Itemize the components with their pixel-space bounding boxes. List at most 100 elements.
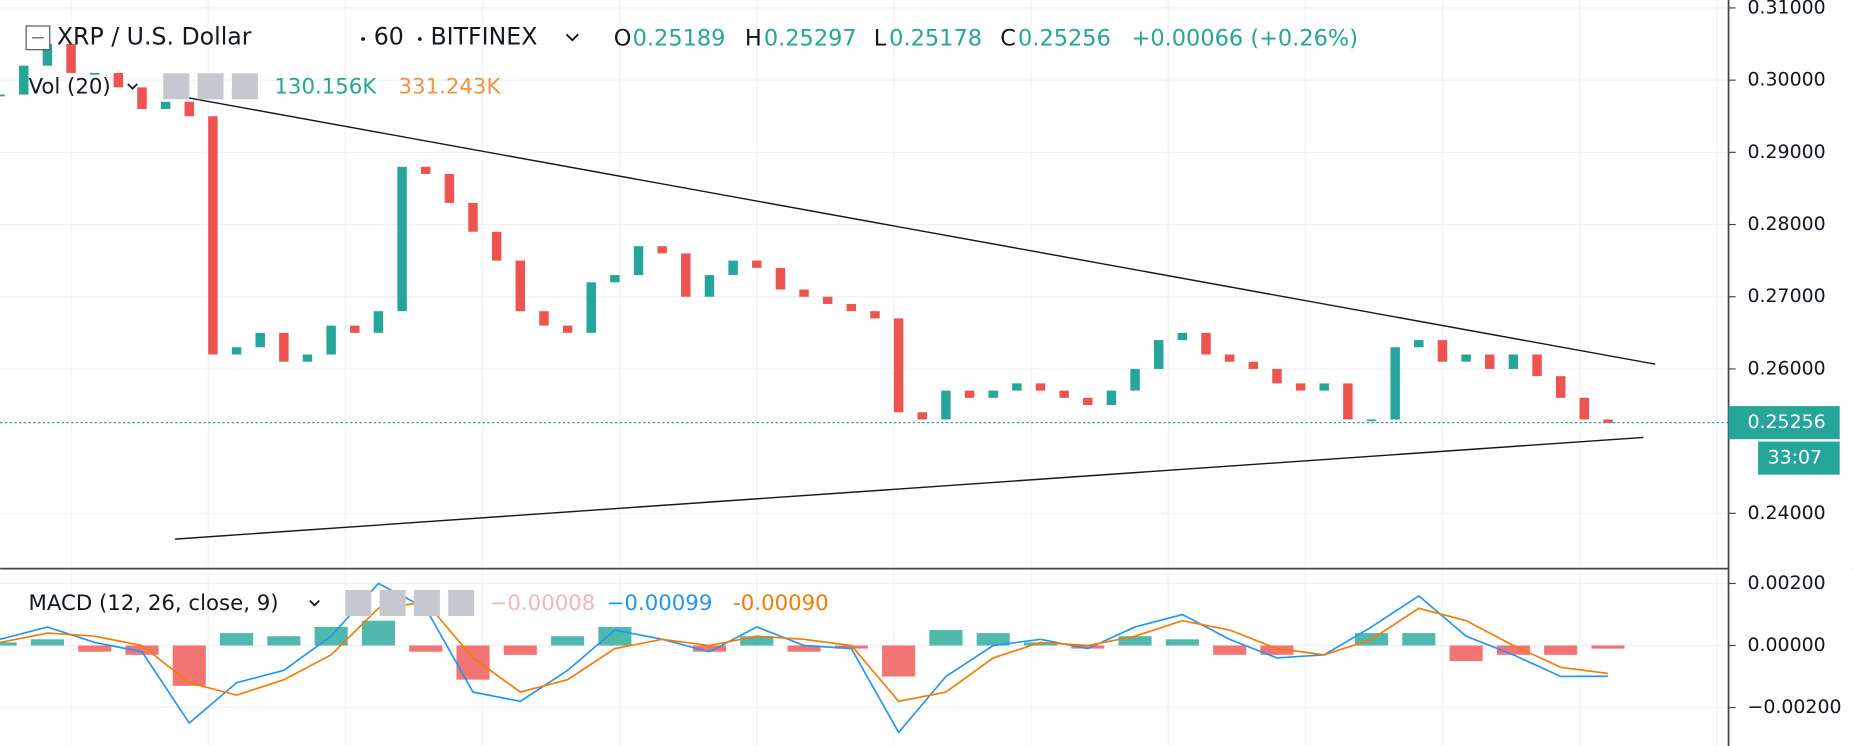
y-tick-label: −0.00200 <box>1747 696 1841 718</box>
macd-histogram-bar <box>692 645 727 652</box>
candle <box>19 65 29 95</box>
visibility-button[interactable] <box>163 73 190 100</box>
interval: 60 <box>374 22 404 50</box>
source-button[interactable] <box>413 589 440 616</box>
volume-ma-value: 331.243K <box>399 74 502 99</box>
remove-button[interactable] <box>448 589 475 616</box>
dropdown-icon[interactable] <box>565 33 579 42</box>
candle <box>1059 390 1069 398</box>
settings-button[interactable] <box>379 589 406 616</box>
signal-line <box>0 601 1609 703</box>
candle <box>397 166 407 312</box>
exchange[interactable]: BITFINEX <box>430 22 537 50</box>
last-price-tag <box>1728 406 1840 440</box>
candle <box>941 390 951 420</box>
candle <box>1343 383 1353 420</box>
candle <box>539 311 549 326</box>
candle <box>444 173 455 203</box>
candle <box>1295 383 1306 391</box>
macd-line <box>0 582 1608 734</box>
candle <box>326 325 336 355</box>
macd-histogram-bar <box>1118 636 1152 646</box>
candle <box>113 72 124 88</box>
candle <box>799 289 809 297</box>
y-tick-label: 0.30000 <box>1747 69 1825 91</box>
macd-histogram-bar <box>456 645 490 680</box>
candle <box>728 260 738 276</box>
y-tick-label: 0.00200 <box>1747 572 1825 594</box>
candle <box>208 116 218 355</box>
macd-histogram-bar <box>1496 645 1530 655</box>
y-tick-label: 0.00000 <box>1747 634 1825 656</box>
y-tick-label: 0.31000 <box>1747 0 1825 18</box>
candle <box>1390 347 1400 420</box>
dropdown-icon[interactable] <box>309 599 320 607</box>
candle <box>66 44 76 73</box>
settings-button[interactable] <box>197 73 224 100</box>
grid <box>0 0 1729 746</box>
macd-histogram-bar <box>976 633 1010 646</box>
candle <box>1201 332 1211 355</box>
candle <box>0 94 5 97</box>
candle <box>137 87 147 110</box>
macd-histogram-bar <box>834 645 868 649</box>
candle <box>893 318 904 413</box>
candle <box>184 101 195 117</box>
candle <box>350 325 360 333</box>
countdown-label: 33:07 <box>1768 447 1822 469</box>
candle <box>917 412 927 420</box>
y-tick-label: 0.24000 <box>1747 502 1825 524</box>
macd-histogram-bar <box>787 645 821 652</box>
marks <box>0 44 1729 734</box>
macd-histogram-bar <box>740 636 774 646</box>
candle <box>160 101 171 110</box>
candle <box>373 311 384 333</box>
macd-histogram-bar <box>551 636 585 646</box>
trendline-lower[interactable] <box>175 436 1644 540</box>
macd-histogram-bar <box>30 639 64 646</box>
macd-value: −0.00099 <box>607 591 713 616</box>
candle <box>231 347 242 355</box>
visibility-button[interactable] <box>345 589 372 616</box>
ohlc-label: L <box>874 26 887 52</box>
macd-histogram-bar <box>220 633 254 646</box>
candle <box>515 260 526 312</box>
macd-histogram-bar <box>125 645 159 655</box>
candle <box>1461 354 1471 362</box>
candle <box>1485 354 1495 369</box>
y-tick-label: 0.29000 <box>1747 141 1825 163</box>
candle <box>468 202 478 232</box>
ohlc-label: O <box>614 26 632 52</box>
dropdown-icon[interactable] <box>127 83 138 90</box>
candle <box>964 390 975 398</box>
change: +0.00066 (+0.26%) <box>1132 26 1358 52</box>
ohlc-value: 0.25178 <box>889 26 982 52</box>
candle <box>302 354 313 362</box>
symbol: XRP / U.S. Dollar <box>57 22 252 50</box>
trendline-upper[interactable] <box>183 96 1656 365</box>
volume-label: Vol (20) <box>28 74 110 99</box>
candle <box>1130 368 1140 391</box>
candle <box>1035 383 1046 391</box>
ohlc-value: 0.25297 <box>764 26 857 52</box>
candle <box>775 267 786 290</box>
candle <box>1508 354 1519 369</box>
macd-histogram-bar <box>1023 642 1058 646</box>
macd-histogram-bar <box>1260 645 1294 655</box>
macd-label: MACD (12, 26, close, 9) <box>28 591 278 616</box>
candle <box>562 325 573 333</box>
macd-histogram-value: −0.00008 <box>490 591 596 616</box>
last-price-label: 0.25256 <box>1747 411 1825 433</box>
candle <box>846 303 857 312</box>
y-tick-label: 0.28000 <box>1747 213 1825 235</box>
candle <box>988 390 998 398</box>
remove-button[interactable] <box>231 73 258 100</box>
candle <box>1532 354 1542 377</box>
candle <box>420 166 431 174</box>
candle <box>491 231 502 261</box>
candle <box>752 260 762 268</box>
macd-histogram-bar <box>1591 645 1625 649</box>
price-scale <box>1728 0 1854 746</box>
